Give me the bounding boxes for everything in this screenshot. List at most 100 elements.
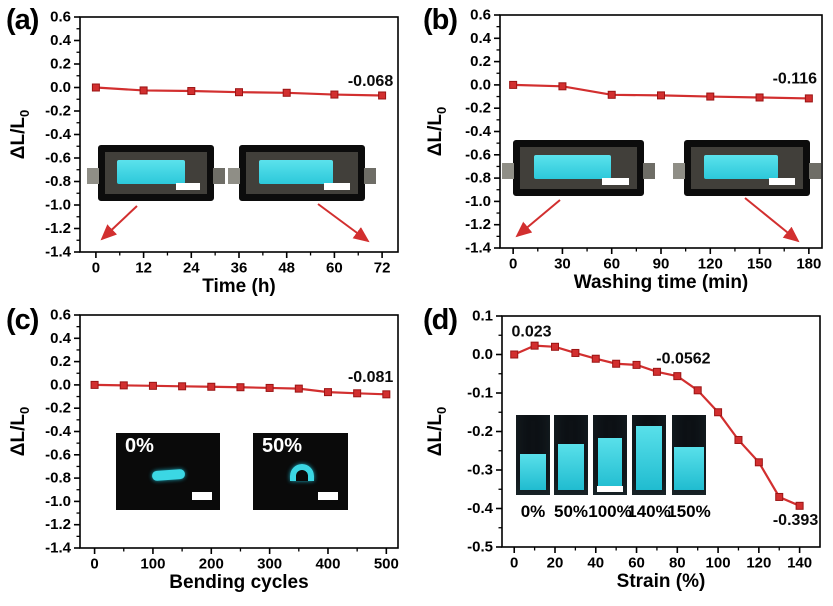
data-point (509, 80, 518, 89)
y-tick-label: 0.4 (50, 32, 72, 49)
scale-bar (601, 177, 629, 185)
luminescent-film (704, 155, 779, 179)
x-tick-label: 30 (554, 255, 571, 272)
chart-strain: 0 20 40 60 80 100 120 140 0.1 0.0 -0.1 -0.2 -0.3 -0.4… (425, 308, 821, 592)
chart-bending-cycles: 0 100 200 300 400 500 0.6 0.4 0.2 0.0 -0.2 -0.4 -0.6… (8, 307, 399, 594)
y-tick-label: -1.2 (45, 220, 71, 237)
y-tick-label: 0.6 (50, 9, 71, 26)
x-axis-title: Washing time (min) (574, 272, 749, 293)
panel-a: (a) 0 12 24 36 48 60 72 0.6 0.4 0.2 0.0 -0.2 -0.4 -0.… (0, 0, 416, 300)
x-tick-label: 40 (587, 554, 604, 571)
data-point (607, 90, 616, 99)
y-tick-label: 0.4 (50, 330, 72, 347)
data-point (294, 384, 303, 393)
strain-label-100pct: 100% (588, 502, 632, 521)
data-point (91, 83, 100, 92)
data-point (558, 82, 567, 91)
y-tick-label: 0.6 (50, 307, 71, 324)
x-tick-label: 400 (315, 555, 340, 572)
y-tick-label: -0.8 (465, 170, 491, 187)
y-tick-label: -0.2 (467, 423, 493, 440)
x-tick-label: 60 (326, 259, 343, 276)
chart-washing-time: 0 30 60 90 120 150 180 0.6 0.4 0.2 0.0 -0.2 -0.4 -0.6… (425, 7, 823, 293)
y-tick-label: 0.0 (50, 79, 71, 96)
data-point (693, 386, 702, 395)
strain-label-150pct: 150% (667, 502, 711, 521)
y-tick-label: 0.1 (472, 308, 493, 325)
y-tick-label: -0.1 (467, 385, 493, 402)
data-point (178, 382, 187, 391)
y-tick-label: -1.0 (465, 193, 491, 210)
x-tick-label: 100 (706, 554, 731, 571)
panel-d: (d) 0 20 40 60 80 100 120 140 0.1 0.0 -0.1 -0.2 -0.3… (417, 300, 833, 606)
x-tick-label: 90 (653, 255, 670, 272)
y-tick-label: -0.4 (45, 423, 72, 440)
data-point (330, 90, 339, 99)
y-axis-title: ΔL/L0 (425, 407, 449, 456)
luminescent-film (598, 438, 622, 490)
data-point (754, 458, 763, 467)
y-tick-label: 0.6 (470, 7, 491, 24)
panel-b: (b) 0 30 60 90 120 150 180 0.6 0.4 0.2 0.0 -0.2 -0.4… (417, 0, 833, 300)
y-tick-label: -1.2 (465, 216, 491, 233)
x-tick-label: 120 (698, 255, 723, 272)
data-point (90, 380, 99, 389)
y-tick-label: 0.4 (470, 30, 492, 47)
strain-label-50pct: 50% (553, 502, 589, 521)
x-tick-label: 80 (669, 554, 686, 571)
x-tick-label: 100 (140, 555, 165, 572)
chart-stability-time: 0 12 24 36 48 60 72 0.6 0.4 0.2 0.0 -0.2 -0.4 -0.6 -0.… (8, 9, 399, 297)
x-tick-label: 36 (231, 259, 248, 276)
y-axis-title: ΔL/L0 (8, 407, 32, 456)
x-axis-title: Bending cycles (169, 572, 308, 593)
data-point (323, 388, 332, 397)
y-tick-label: 0.0 (472, 346, 493, 363)
bend-photo-0pct: 0% (116, 433, 220, 510)
x-tick-label: 0 (90, 555, 98, 572)
bent-sample (290, 464, 314, 481)
y-tick-label: -0.6 (465, 146, 491, 163)
panel-label-b: (b) (423, 4, 458, 36)
x-tick-label: 180 (796, 255, 821, 272)
bend-label-50pct: 50% (262, 435, 303, 457)
bend-label-0pct: 0% (125, 435, 154, 457)
x-tick-label: 0 (510, 554, 518, 571)
y-tick-label: -1.0 (45, 197, 71, 214)
x-tick-label: 60 (603, 255, 620, 272)
y-axis-title: ΔL/L0 (8, 110, 32, 159)
data-point (139, 86, 148, 95)
y-tick-label: 0.0 (470, 76, 491, 93)
annotation: -0.0562 (656, 351, 710, 368)
luminescent-film (259, 160, 334, 184)
data-point (591, 354, 600, 363)
x-tick-label: 0 (509, 255, 517, 272)
plot-frame (79, 314, 399, 549)
data-point (551, 342, 559, 351)
annotation: -0.081 (348, 369, 393, 386)
strain-photo-100pct (593, 415, 627, 495)
x-tick-label: 150 (747, 255, 772, 272)
y-axis-title: ΔL/L0 (425, 107, 449, 156)
y-tick-label: -1.2 (45, 516, 71, 533)
panel-label-d: (d) (423, 304, 458, 336)
luminescent-film (534, 155, 612, 179)
y-tick-label: -1.4 (45, 540, 72, 557)
annotation: -0.393 (773, 512, 818, 529)
data-point (207, 382, 216, 391)
luminescent-film (636, 426, 662, 490)
data-point (652, 367, 661, 376)
y-tick-label: 0.2 (50, 353, 71, 370)
annotation: 0.023 (512, 323, 552, 340)
x-axis-title: Strain (%) (617, 571, 706, 592)
data-point (187, 87, 196, 96)
x-tick-label: 140 (787, 554, 812, 571)
data-point (706, 92, 715, 101)
bend-photo-50pct: 50% (253, 433, 348, 510)
plot-frame (79, 16, 399, 253)
y-tick-label: -0.2 (45, 400, 71, 417)
x-tick-label: 12 (135, 259, 152, 276)
y-tick-label: -0.8 (45, 470, 71, 487)
flat-sample (151, 468, 186, 482)
sample-photo-180min (673, 140, 821, 196)
